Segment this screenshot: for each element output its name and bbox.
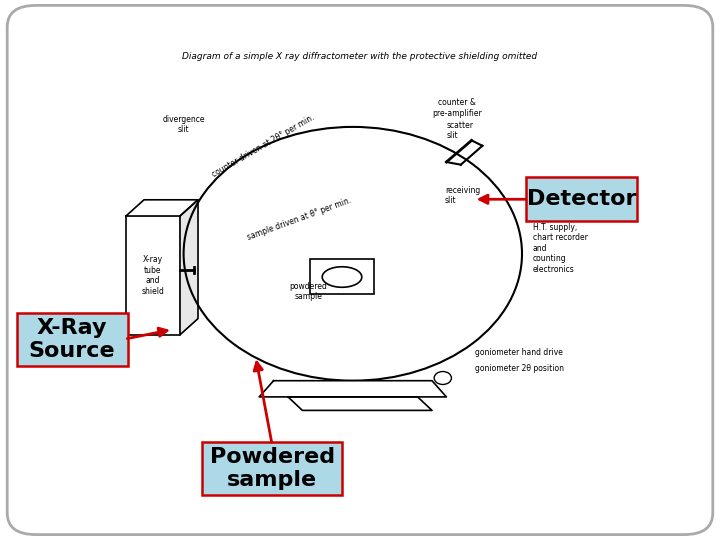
Text: X-ray
tube
and
shield: X-ray tube and shield [142,255,164,295]
Text: scatter
slit: scatter slit [446,121,474,140]
Text: receiving
slit: receiving slit [445,186,480,205]
Text: H.T. supply,
chart recorder
and
counting
electronics: H.T. supply, chart recorder and counting… [533,223,588,274]
FancyBboxPatch shape [7,5,713,535]
FancyBboxPatch shape [310,259,374,294]
Polygon shape [180,200,198,335]
Text: goniometer 2θ position: goniometer 2θ position [475,364,564,373]
Polygon shape [259,381,446,397]
FancyBboxPatch shape [17,313,128,366]
Text: counter driven at 2θ° per min.: counter driven at 2θ° per min. [210,113,315,179]
Text: counter &
pre-amplifier: counter & pre-amplifier [432,98,482,118]
FancyBboxPatch shape [126,216,180,335]
Polygon shape [288,397,432,410]
FancyBboxPatch shape [526,177,637,221]
Text: sample driven at θ° per min.: sample driven at θ° per min. [246,195,352,242]
Polygon shape [126,200,198,216]
Text: powdered
sample: powdered sample [289,282,327,301]
FancyBboxPatch shape [202,442,342,495]
Text: Detector: Detector [527,189,636,210]
Text: goniometer hand drive: goniometer hand drive [475,348,563,356]
Text: divergence
slit: divergence slit [162,114,205,134]
Text: Diagram of a simple X ray diffractometer with the protective shielding omitted: Diagram of a simple X ray diffractometer… [182,52,538,61]
Text: Powdered
sample: Powdered sample [210,447,335,490]
Text: X-Ray
Source: X-Ray Source [29,318,115,361]
